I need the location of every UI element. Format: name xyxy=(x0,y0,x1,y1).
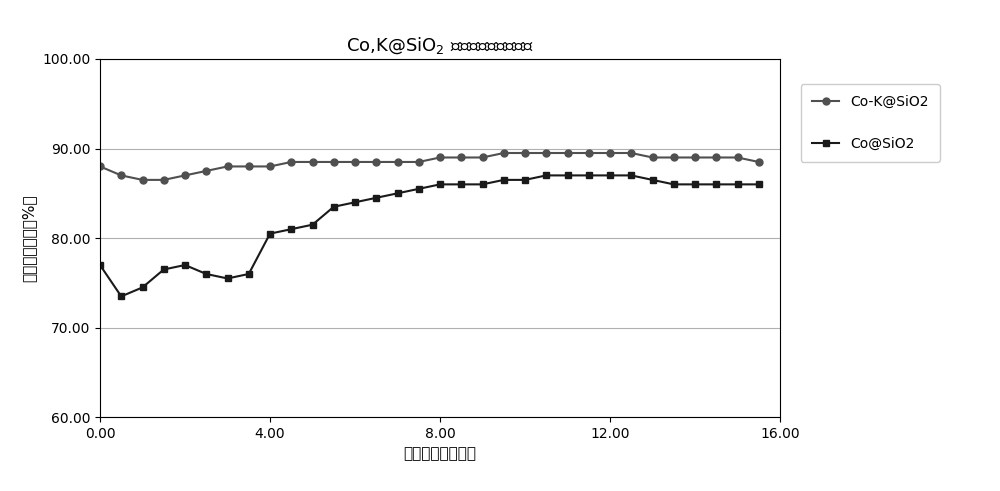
Co@SiO2 xyxy=(349,199,361,205)
Co-K@SiO2 xyxy=(476,155,488,161)
Co@SiO2 xyxy=(519,177,531,183)
Co-K@SiO2 xyxy=(94,164,106,169)
Co@SiO2 xyxy=(94,262,106,268)
Co-K@SiO2 xyxy=(264,164,276,169)
Co@SiO2 xyxy=(413,186,425,192)
Co-K@SiO2 xyxy=(158,177,170,183)
Co-K@SiO2 xyxy=(392,159,404,165)
Co-K@SiO2 xyxy=(583,150,595,156)
Line: Co@SiO2: Co@SiO2 xyxy=(97,172,762,300)
Co@SiO2 xyxy=(200,271,212,277)
Co-K@SiO2 xyxy=(370,159,382,165)
Title: Co,K@SiO$_2$ 的脱氢反应的选择度: Co,K@SiO$_2$ 的脱氢反应的选择度 xyxy=(346,35,534,56)
Co@SiO2 xyxy=(455,182,467,188)
Co@SiO2 xyxy=(732,182,744,188)
Co-K@SiO2 xyxy=(710,155,722,161)
Co-K@SiO2 xyxy=(519,150,531,156)
Co-K@SiO2 xyxy=(732,155,744,161)
Co@SiO2 xyxy=(264,231,276,237)
Co-K@SiO2 xyxy=(243,164,255,169)
Co-K@SiO2 xyxy=(136,177,149,183)
Co-K@SiO2 xyxy=(668,155,680,161)
X-axis label: 反应时间（小时）: 反应时间（小时） xyxy=(404,447,477,462)
Co-K@SiO2 xyxy=(562,150,574,156)
Line: Co-K@SiO2: Co-K@SiO2 xyxy=(97,150,762,183)
Co@SiO2 xyxy=(562,172,574,178)
Co@SiO2 xyxy=(285,226,297,232)
Co@SiO2 xyxy=(136,284,149,290)
Co@SiO2 xyxy=(306,222,318,228)
Co@SiO2 xyxy=(392,191,404,196)
Co-K@SiO2 xyxy=(625,150,637,156)
Co-K@SiO2 xyxy=(285,159,297,165)
Co-K@SiO2 xyxy=(413,159,425,165)
Co-K@SiO2 xyxy=(222,164,234,169)
Co@SiO2 xyxy=(710,182,722,188)
Co-K@SiO2 xyxy=(328,159,340,165)
Co-K@SiO2 xyxy=(689,155,701,161)
Co@SiO2 xyxy=(115,294,127,300)
Co@SiO2 xyxy=(434,182,446,188)
Co@SiO2 xyxy=(498,177,510,183)
Co@SiO2 xyxy=(753,182,765,188)
Co@SiO2 xyxy=(689,182,701,188)
Co@SiO2 xyxy=(179,262,191,268)
Co@SiO2 xyxy=(604,172,616,178)
Co@SiO2 xyxy=(222,275,234,281)
Co-K@SiO2 xyxy=(498,150,510,156)
Co@SiO2 xyxy=(328,204,340,210)
Co-K@SiO2 xyxy=(540,150,552,156)
Co-K@SiO2 xyxy=(179,172,191,178)
Y-axis label: 丙烯的选择度（%）: 丙烯的选择度（%） xyxy=(21,194,36,282)
Co-K@SiO2 xyxy=(753,159,765,165)
Co-K@SiO2 xyxy=(200,168,212,174)
Co-K@SiO2 xyxy=(434,155,446,161)
Co@SiO2 xyxy=(158,267,170,273)
Co@SiO2 xyxy=(243,271,255,277)
Co@SiO2 xyxy=(370,195,382,201)
Co@SiO2 xyxy=(583,172,595,178)
Co-K@SiO2 xyxy=(646,155,658,161)
Co@SiO2 xyxy=(476,182,488,188)
Co-K@SiO2 xyxy=(349,159,361,165)
Legend: Co-K@SiO2, Co@SiO2: Co-K@SiO2, Co@SiO2 xyxy=(801,84,940,162)
Co@SiO2 xyxy=(540,172,552,178)
Co@SiO2 xyxy=(646,177,658,183)
Co-K@SiO2 xyxy=(604,150,616,156)
Co@SiO2 xyxy=(668,182,680,188)
Co-K@SiO2 xyxy=(306,159,318,165)
Co-K@SiO2 xyxy=(455,155,467,161)
Co-K@SiO2 xyxy=(115,172,127,178)
Co@SiO2 xyxy=(625,172,637,178)
